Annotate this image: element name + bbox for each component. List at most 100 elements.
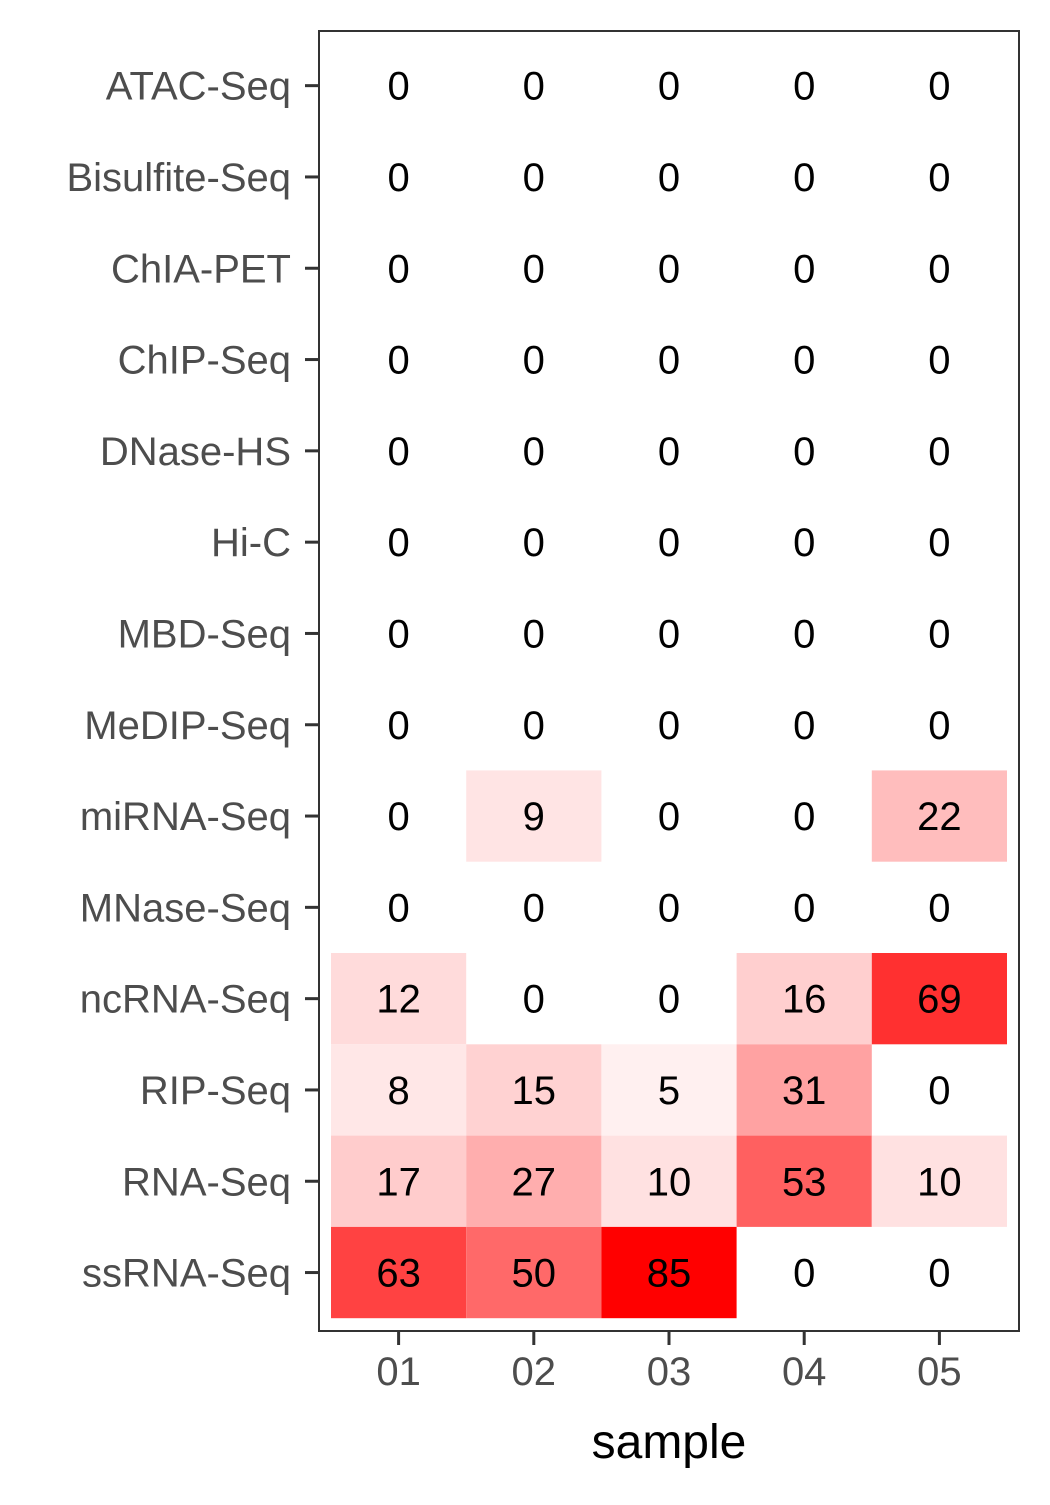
cell-value-label: 0 bbox=[793, 156, 815, 200]
cell-value-label: 0 bbox=[658, 612, 680, 656]
cell-value-label: 27 bbox=[512, 1160, 557, 1204]
heatmap-cell bbox=[736, 1135, 872, 1227]
x-tick-label: 03 bbox=[647, 1350, 692, 1394]
cell-value-label: 0 bbox=[928, 339, 950, 383]
y-tick-label: RNA-Seq bbox=[122, 1160, 291, 1204]
y-tick-label: ChIP-Seq bbox=[118, 339, 291, 383]
cell-value-label: 0 bbox=[387, 430, 409, 474]
cell-value-label: 0 bbox=[387, 156, 409, 200]
heatmap-cell bbox=[601, 1135, 737, 1227]
heatmap-cell bbox=[871, 770, 1007, 862]
cell-value-label: 0 bbox=[523, 978, 545, 1022]
y-tick-label: MBD-Seq bbox=[118, 612, 291, 656]
x-axis: 01 02 03 04 05 bbox=[376, 1331, 962, 1394]
heatmap-cell bbox=[331, 1044, 467, 1136]
cell-value-label: 0 bbox=[523, 886, 545, 930]
cell-value-label: 85 bbox=[647, 1252, 692, 1296]
cell-value-label: 0 bbox=[928, 521, 950, 565]
y-tick-label: DNase-HS bbox=[100, 430, 291, 474]
x-tick-label: 04 bbox=[782, 1350, 827, 1394]
y-tick-label: Bisulfite-Seq bbox=[66, 156, 291, 200]
cell-value-label: 0 bbox=[387, 704, 409, 748]
heatmap-cell bbox=[331, 1135, 467, 1227]
cell-value-label: 0 bbox=[928, 704, 950, 748]
heatmap-cell bbox=[736, 953, 872, 1045]
cell-value-label: 12 bbox=[376, 978, 421, 1022]
cell-value-label: 50 bbox=[512, 1252, 557, 1296]
heatmap-cell bbox=[871, 1135, 1007, 1227]
cell-value-label: 0 bbox=[793, 795, 815, 839]
cell-value-label: 10 bbox=[647, 1160, 692, 1204]
x-tick-label: 02 bbox=[512, 1350, 557, 1394]
cell-value-label: 31 bbox=[782, 1069, 827, 1113]
cell-value-label: 0 bbox=[387, 339, 409, 383]
x-tick-label: 05 bbox=[917, 1350, 962, 1394]
cell-value-label: 17 bbox=[376, 1160, 421, 1204]
y-tick-label: Hi-C bbox=[211, 521, 291, 565]
y-axis: ATAC-Seq Bisulfite-Seq ChIA-PET ChIP-Seq DNa… bbox=[66, 65, 319, 1296]
cell-value-label: 0 bbox=[658, 247, 680, 291]
cell-value-label: 0 bbox=[793, 65, 815, 109]
y-tick-label: ATAC-Seq bbox=[106, 65, 291, 109]
cell-value-label: 0 bbox=[387, 612, 409, 656]
cell-value-label: 0 bbox=[793, 704, 815, 748]
cell-labels-layer: 0 0 0 0 0 0 0 0 0 0 0 0 0 0 0 0 0 0 0 0 0 0 0 0 0 0 0 0 0 0 0 0 0 0 0 0 0 0 0 0… bbox=[376, 65, 961, 1296]
cell-value-label: 22 bbox=[917, 795, 962, 839]
x-axis-title: sample bbox=[592, 1416, 747, 1469]
cell-value-label: 0 bbox=[658, 430, 680, 474]
cell-value-label: 0 bbox=[793, 886, 815, 930]
cell-value-label: 0 bbox=[658, 65, 680, 109]
y-tick-label: MeDIP-Seq bbox=[84, 704, 291, 748]
cell-value-label: 0 bbox=[658, 978, 680, 1022]
cell-value-label: 0 bbox=[523, 704, 545, 748]
cell-value-label: 0 bbox=[928, 1069, 950, 1113]
heatmap-cell bbox=[331, 953, 467, 1045]
y-tick-label: miRNA-Seq bbox=[80, 795, 291, 839]
heatmap-cell bbox=[736, 1044, 872, 1136]
heatmap-cell bbox=[466, 770, 602, 862]
heatmap-cell bbox=[466, 1226, 602, 1319]
cell-value-label: 0 bbox=[523, 430, 545, 474]
cell-value-label: 0 bbox=[523, 612, 545, 656]
y-tick-label: ssRNA-Seq bbox=[82, 1252, 291, 1296]
heatmap-cell bbox=[601, 1044, 737, 1136]
cell-value-label: 0 bbox=[658, 521, 680, 565]
cell-value-label: 0 bbox=[523, 339, 545, 383]
cell-value-label: 0 bbox=[523, 247, 545, 291]
heatmap-cell bbox=[331, 1226, 467, 1319]
cell-value-label: 0 bbox=[523, 156, 545, 200]
cell-value-label: 0 bbox=[928, 430, 950, 474]
cell-value-label: 0 bbox=[928, 612, 950, 656]
cell-value-label: 0 bbox=[387, 886, 409, 930]
heatmap-cell bbox=[601, 1226, 737, 1319]
cell-value-label: 0 bbox=[793, 521, 815, 565]
cell-value-label: 0 bbox=[928, 156, 950, 200]
cell-value-label: 5 bbox=[658, 1069, 680, 1113]
y-tick-label: ncRNA-Seq bbox=[80, 978, 291, 1022]
cell-value-label: 16 bbox=[782, 978, 827, 1022]
cell-value-label: 0 bbox=[658, 704, 680, 748]
cell-value-label: 63 bbox=[376, 1252, 421, 1296]
cells-layer bbox=[331, 770, 1007, 1319]
cell-value-label: 0 bbox=[658, 156, 680, 200]
y-tick-label: RIP-Seq bbox=[140, 1069, 291, 1113]
heatmap-cell bbox=[466, 1044, 602, 1136]
cell-value-label: 0 bbox=[523, 521, 545, 565]
cell-value-label: 0 bbox=[658, 339, 680, 383]
cell-value-label: 0 bbox=[658, 795, 680, 839]
y-tick-label: ChIA-PET bbox=[111, 247, 291, 291]
cell-value-label: 10 bbox=[917, 1160, 962, 1204]
cell-value-label: 0 bbox=[928, 247, 950, 291]
cell-value-label: 0 bbox=[793, 430, 815, 474]
cell-value-label: 8 bbox=[387, 1069, 409, 1113]
cell-value-label: 0 bbox=[387, 795, 409, 839]
cell-value-label: 15 bbox=[512, 1069, 557, 1113]
cell-value-label: 53 bbox=[782, 1160, 827, 1204]
cell-value-label: 9 bbox=[523, 795, 545, 839]
cell-value-label: 0 bbox=[387, 521, 409, 565]
cell-value-label: 0 bbox=[387, 247, 409, 291]
cell-value-label: 0 bbox=[658, 886, 680, 930]
y-tick-label: MNase-Seq bbox=[80, 886, 291, 930]
